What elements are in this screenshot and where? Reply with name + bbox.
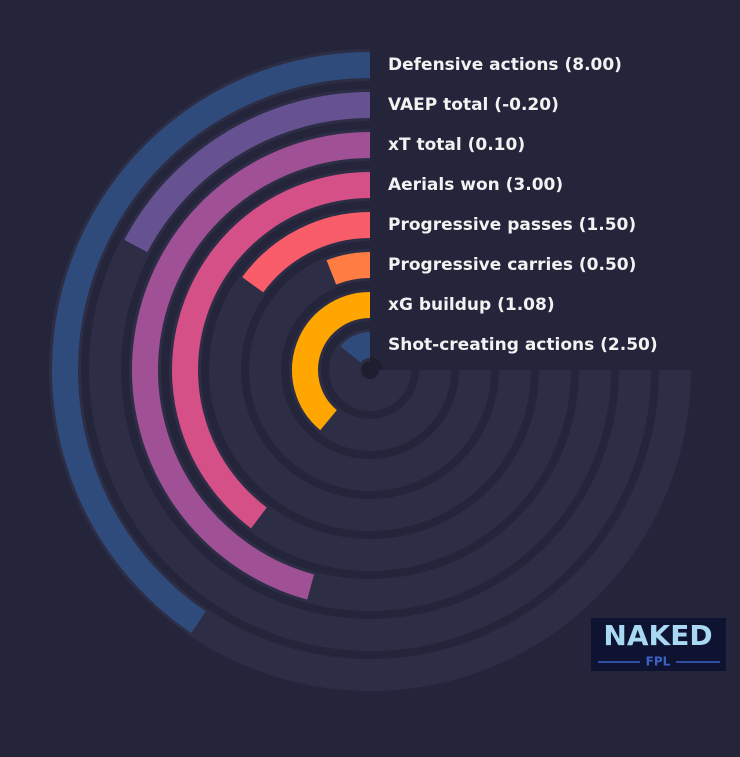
logo-subtext: FPL [646,655,671,669]
track [249,249,491,491]
bar [172,172,371,529]
category-label: Aerials won (3.00) [388,175,563,195]
category-label: xT total (0.10) [388,135,525,155]
bar [132,132,371,600]
logo: NAKED FPL [591,618,726,671]
category-label: xG buildup (1.08) [388,295,555,315]
logo-text: NAKED [603,619,712,652]
bar [124,92,371,253]
bar [52,52,371,634]
category-label: Progressive passes (1.50) [388,215,636,235]
bar [292,292,371,431]
bar [242,212,371,293]
category-label: Progressive carries (0.50) [388,255,636,275]
category-label: VAEP total (-0.20) [388,95,559,115]
category-label: Shot-creating actions (2.50) [388,335,658,355]
category-label: Defensive actions (8.00) [388,55,622,75]
bar [340,332,371,364]
bar [326,252,371,285]
